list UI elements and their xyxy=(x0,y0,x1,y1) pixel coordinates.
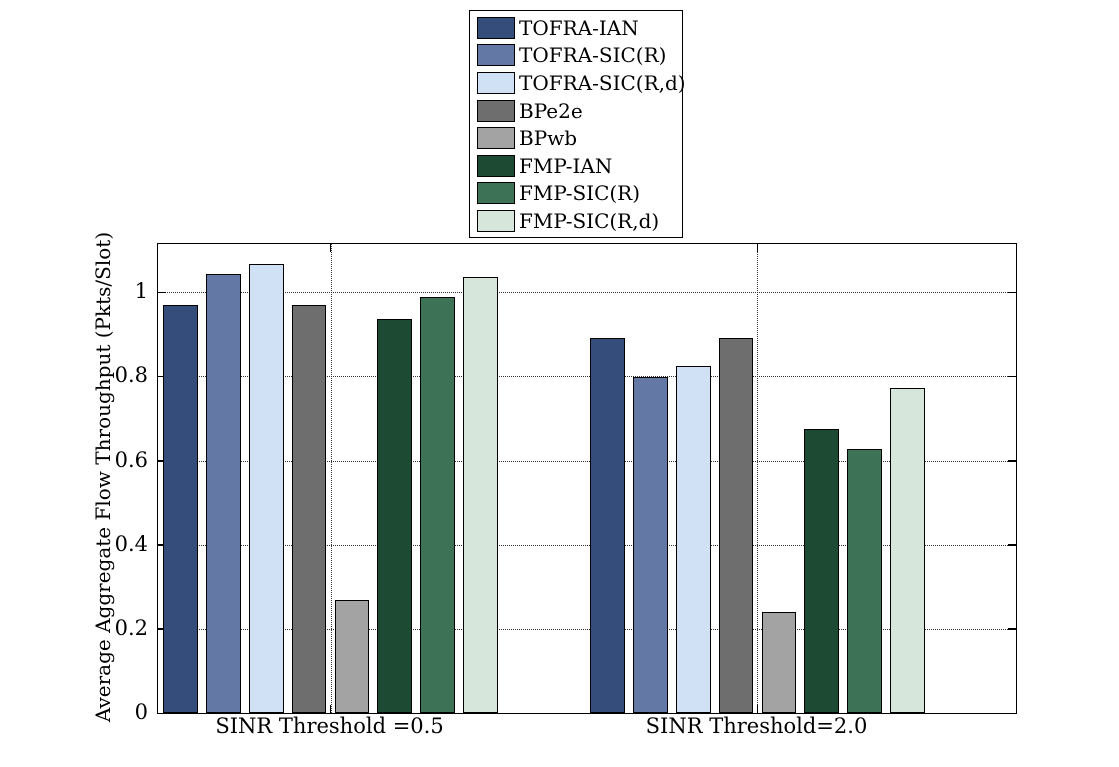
y-tick-mark xyxy=(158,459,166,462)
y-gridline xyxy=(158,460,1016,462)
bar-fmp-sic-r-d--group2 xyxy=(890,387,925,713)
bar-tofra-sic-r-d--group2 xyxy=(676,366,711,713)
x-gridline xyxy=(757,244,759,713)
y-tick-label: 0.8 xyxy=(114,363,148,388)
legend-item: FMP-IAN xyxy=(470,152,682,180)
legend-color-swatch xyxy=(477,154,515,177)
x-tick-label: SINR Threshold =0.5 xyxy=(215,714,444,738)
y-gridline xyxy=(158,376,1016,378)
legend: TOFRA-IAN TOFRA-SIC(R) TOFRA-SIC(R,d) BPe2e… xyxy=(469,10,686,238)
y-gridline xyxy=(158,292,1016,294)
y-tick-mark xyxy=(158,543,166,546)
legend-label: FMP-IAN xyxy=(519,153,613,178)
y-tick-label: 0.4 xyxy=(114,531,148,556)
legend-color-swatch xyxy=(477,127,515,150)
legend-item: TOFRA-IAN xyxy=(470,14,682,42)
legend-item: FMP-SIC(R) xyxy=(470,180,682,208)
legend-color-swatch xyxy=(477,182,515,205)
x-tick-mark xyxy=(756,244,759,252)
x-tick-label: SINR Threshold=2.0 xyxy=(645,714,868,738)
x-tick-mark xyxy=(756,705,759,713)
legend-label: BPwb xyxy=(519,126,578,151)
legend-color-swatch xyxy=(477,99,515,122)
legend-color-swatch xyxy=(477,44,515,67)
y-tick-mark xyxy=(1008,375,1016,378)
y-axis-label: Average Aggregate Flow Throughput (Pkts/… xyxy=(91,231,115,723)
bar-bpe2e-group1 xyxy=(291,305,327,713)
y-tick-mark xyxy=(158,375,166,378)
legend-label: TOFRA-SIC(R) xyxy=(519,43,667,68)
y-tick-mark xyxy=(1008,628,1016,630)
bar-fmp-ian-group2 xyxy=(804,428,839,713)
y-tick-label: 0.2 xyxy=(114,615,148,640)
legend-label: FMP-SIC(R,d) xyxy=(519,208,660,233)
y-gridline xyxy=(158,628,1016,630)
legend-label: TOFRA-IAN xyxy=(519,15,639,40)
legend-item: BPwb xyxy=(470,124,682,152)
bar-fmp-sic-r--group2 xyxy=(847,449,882,713)
legend-item: BPe2e xyxy=(470,97,682,125)
legend-item: TOFRA-SIC(R) xyxy=(470,42,682,70)
legend-color-swatch xyxy=(477,16,515,39)
bar-fmp-sic-r--group1 xyxy=(420,297,455,713)
y-tick-label: 1 xyxy=(134,279,148,304)
y-tick-mark xyxy=(1008,459,1016,462)
bar-tofra-ian-group2 xyxy=(590,338,625,713)
y-tick-mark xyxy=(1008,543,1016,546)
y-tick-label: 0.6 xyxy=(114,447,148,472)
y-tick-mark xyxy=(1008,291,1016,294)
plot-area xyxy=(157,243,1017,714)
x-gridline xyxy=(330,244,332,713)
bar-tofra-sic-r--group2 xyxy=(633,376,668,713)
legend-label: BPe2e xyxy=(519,98,583,123)
legend-item: FMP-SIC(R,d) xyxy=(470,207,682,235)
bar-fmp-sic-r-d--group1 xyxy=(463,276,498,713)
y-gridline xyxy=(158,544,1016,546)
bar-bpwb-group1 xyxy=(334,600,370,713)
bar-bpwb-group2 xyxy=(761,612,797,713)
x-tick-mark xyxy=(329,244,332,252)
bar-tofra-sic-r--group1 xyxy=(206,274,241,713)
bar-bpe2e-group2 xyxy=(718,338,754,713)
y-tick-mark xyxy=(158,291,166,294)
x-tick-mark xyxy=(329,705,332,713)
legend-color-swatch xyxy=(477,71,515,94)
legend-label: TOFRA-SIC(R,d) xyxy=(519,70,686,95)
legend-label: FMP-SIC(R) xyxy=(519,181,641,206)
bar-tofra-ian-group1 xyxy=(163,305,198,713)
bar-tofra-sic-r-d--group1 xyxy=(249,264,284,713)
legend-item: TOFRA-SIC(R,d) xyxy=(470,69,686,97)
bar-fmp-ian-group1 xyxy=(377,319,412,713)
y-tick-label: 0 xyxy=(134,700,148,724)
legend-color-swatch xyxy=(477,209,515,232)
y-tick-mark xyxy=(158,628,166,630)
